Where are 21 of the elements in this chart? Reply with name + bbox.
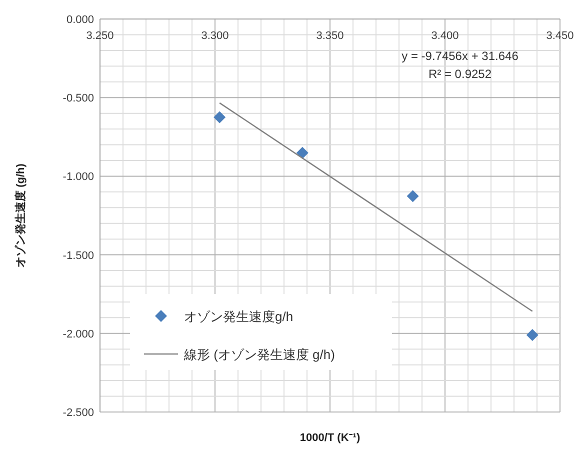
y-tick-label: -0.500: [62, 92, 94, 105]
x-tick-label: 3.250: [86, 30, 114, 42]
y-tick-label: -1.500: [62, 250, 94, 262]
point: [526, 328, 538, 341]
point: [296, 146, 308, 159]
legend-label: オゾン発生速度g/h: [184, 309, 294, 324]
legend-label: 線形 (オゾン発生速度 g/h): [183, 347, 335, 362]
y-axis-title: オゾン発生速度 (g/h): [14, 163, 27, 268]
point: [214, 111, 226, 124]
y-tick-label: -1.000: [62, 171, 94, 184]
x-tick-label: 3.350: [316, 30, 344, 42]
annotation: y = -9.7456x + 31.646: [402, 49, 519, 63]
x-tick-label: 3.450: [546, 30, 574, 42]
annotation: R² = 0.9252: [428, 67, 492, 81]
x-axis-title: 1000/T (K⁻¹): [300, 432, 360, 444]
y-tick-label: 0.000: [66, 14, 94, 26]
x-tick-label: 3.300: [201, 30, 229, 42]
point: [406, 190, 419, 202]
x-tick-label: 3.400: [431, 30, 459, 42]
y-tick-label: -2.500: [62, 407, 94, 419]
y-tick-label: -2.000: [62, 328, 94, 340]
